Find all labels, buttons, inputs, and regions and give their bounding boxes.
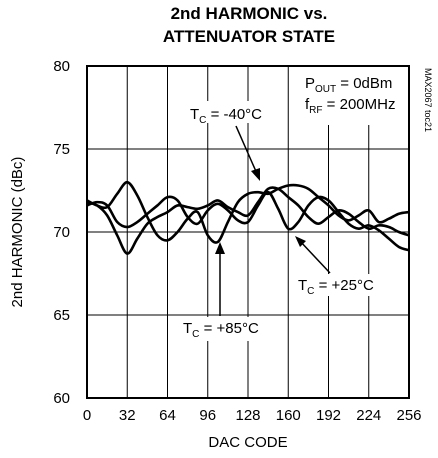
label-mask-minus40 xyxy=(187,101,280,123)
y-tick-label: 75 xyxy=(53,141,70,158)
arrowhead-minus40 xyxy=(251,168,260,181)
x-tick-label: 32 xyxy=(119,407,136,424)
figure-id: MAX2067 toc21 xyxy=(423,68,433,132)
leader-minus40 xyxy=(235,125,259,177)
chart-title-line2: ATTENUATOR STATE xyxy=(163,27,335,46)
y-tick-label: 65 xyxy=(53,307,70,324)
arrowhead-plus25 xyxy=(295,236,306,247)
x-tick-label: 224 xyxy=(356,407,381,424)
plot-frame xyxy=(86,65,410,399)
x-tick-label: 96 xyxy=(199,407,216,424)
series-line-minus40 xyxy=(86,186,410,255)
series-line-plus85 xyxy=(86,180,410,244)
x-tick-label: 256 xyxy=(396,407,421,424)
x-tick-label: 192 xyxy=(316,407,341,424)
label-mask-plus85 xyxy=(180,317,272,341)
y-axis-label: 2nd HARMONIC (dBc) xyxy=(9,157,26,308)
x-axis-label: DAC CODE xyxy=(208,434,287,451)
y-tick-label: 60 xyxy=(53,390,70,407)
y-tick-label: 80 xyxy=(53,58,70,75)
x-tick-labels: 0 32 64 96 128 160 192 224 256 xyxy=(83,407,422,424)
arrowhead-plus85 xyxy=(215,242,225,254)
condition-pout: POUT = 0dBm xyxy=(305,75,392,95)
chart-title-line1: 2nd HARMONIC vs. xyxy=(171,4,328,23)
series-label-plus85: TC = +85°C xyxy=(183,320,259,340)
y-tick-labels: 60 65 70 75 80 xyxy=(53,58,70,407)
x-tick-label: 160 xyxy=(276,407,301,424)
series-label-plus25: TC = +25°C xyxy=(298,277,374,297)
conditions-mask xyxy=(297,67,372,125)
condition-frf: fRF = 200MHz xyxy=(305,96,395,116)
series-label-minus40: TC = -40°C xyxy=(190,106,262,126)
label-mask-plus25 xyxy=(296,274,386,296)
series-line-plus25 xyxy=(86,190,410,252)
y-tick-label: 70 xyxy=(53,224,70,241)
x-tick-label: 128 xyxy=(235,407,260,424)
leader-plus25 xyxy=(298,239,331,274)
series-lines xyxy=(86,180,410,255)
x-tick-label: 64 xyxy=(159,407,176,424)
x-tick-label: 0 xyxy=(83,407,91,424)
